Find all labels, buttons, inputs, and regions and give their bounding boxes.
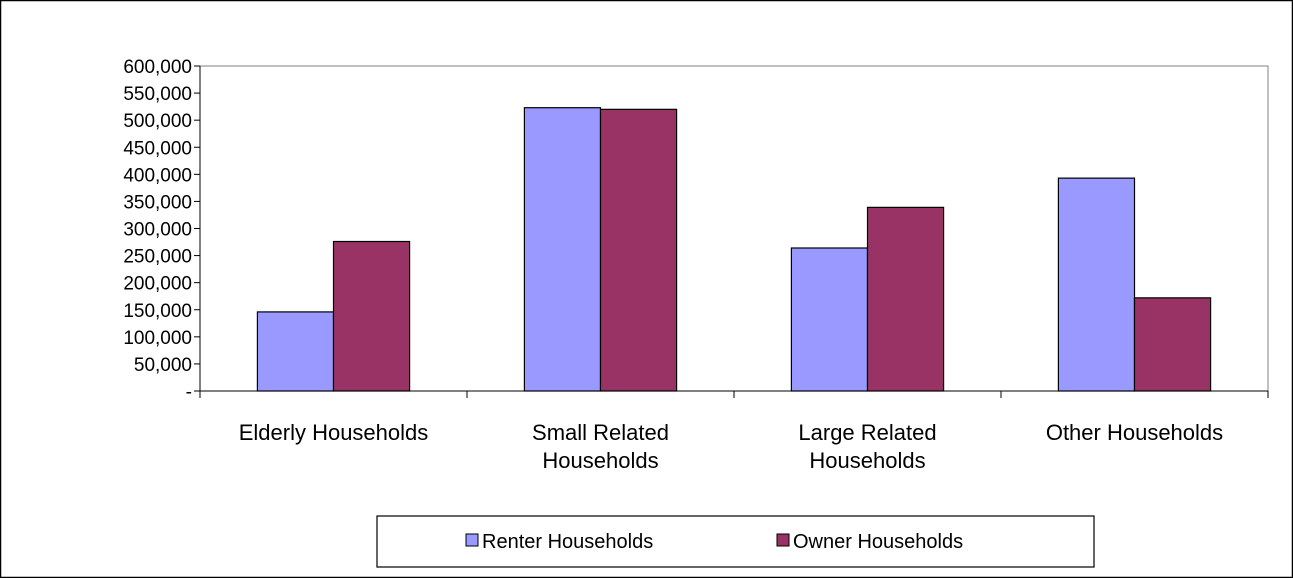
- bar: [866, 206, 945, 392]
- bar: [790, 247, 869, 392]
- x-category-label: Households: [809, 448, 925, 473]
- y-tick-label: 450,000: [123, 138, 192, 159]
- legend-label: Owner Households: [793, 531, 963, 553]
- y-tick-label: 250,000: [123, 247, 192, 268]
- bar: [523, 107, 602, 392]
- bar: [256, 311, 335, 392]
- y-tick-label: 200,000: [123, 274, 192, 295]
- bar: [599, 108, 678, 392]
- bars-group: [256, 107, 1212, 392]
- y-tick-label: 300,000: [123, 220, 192, 241]
- y-tick-label: -: [186, 382, 192, 403]
- y-tick-label: 500,000: [123, 111, 192, 132]
- y-axis: - 50,000 100,000 150,000 200,000 250,000 300,0…: [123, 57, 201, 403]
- y-tick-label: 50,000: [134, 355, 192, 376]
- y-tick-label: 100,000: [123, 328, 192, 349]
- bar: [332, 240, 411, 392]
- category-labels: Elderly Households Small Related Household…: [239, 420, 1223, 473]
- legend: Renter Households Owner Households: [376, 515, 1095, 568]
- legend-box: [376, 515, 1095, 568]
- y-tick-label: 400,000: [123, 165, 192, 186]
- x-category-label: Large Related: [798, 420, 936, 445]
- y-tick-label: 350,000: [123, 192, 192, 213]
- y-tick-label: 600,000: [123, 57, 192, 78]
- y-tick-label: 150,000: [123, 301, 192, 322]
- x-category-label: Elderly Households: [239, 420, 429, 445]
- bar: [1057, 177, 1136, 392]
- x-category-label: Households: [542, 448, 658, 473]
- legend-label: Renter Households: [482, 531, 653, 553]
- x-category-label: Small Related: [532, 420, 669, 445]
- legend-swatch: [776, 533, 790, 547]
- x-category-label: Other Households: [1046, 420, 1223, 445]
- y-tick-label: 550,000: [123, 84, 192, 105]
- bar: [1133, 297, 1212, 392]
- legend-swatch: [465, 533, 479, 547]
